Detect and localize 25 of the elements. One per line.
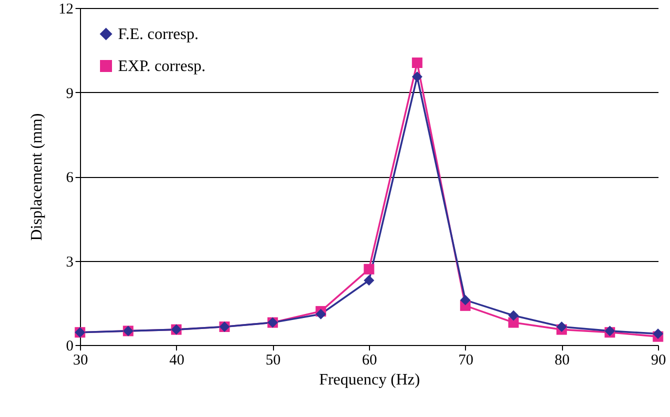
point (412, 72, 422, 82)
x-tick-label: 90 (651, 352, 666, 368)
legend-label: F.E. corresp. (118, 26, 198, 43)
x-tick-label: 80 (554, 352, 570, 368)
point (364, 275, 374, 286)
point (652, 328, 664, 340)
x-tick-label: 60 (362, 352, 377, 368)
x-tick-label: 70 (458, 352, 474, 368)
point (316, 308, 326, 320)
point (364, 264, 374, 274)
x-axis-title: Frequency (Hz) (319, 372, 420, 388)
point (508, 310, 519, 321)
point (556, 322, 567, 332)
point (460, 294, 471, 306)
y-axis-title: Displacement (mm) (28, 113, 46, 241)
legend-label: EXP. corresp. (118, 58, 206, 75)
x-tick-label: 40 (169, 352, 184, 368)
y-tick-label: 9 (66, 86, 74, 102)
y-tick-label: 6 (66, 170, 74, 186)
x-tick-label: 50 (266, 352, 281, 368)
y-tick-label: 3 (66, 254, 74, 270)
y-tick-label: 0 (66, 338, 74, 354)
y-tick-label: 12 (58, 2, 74, 18)
x-tick-label: 30 (73, 352, 88, 368)
point (412, 58, 422, 68)
